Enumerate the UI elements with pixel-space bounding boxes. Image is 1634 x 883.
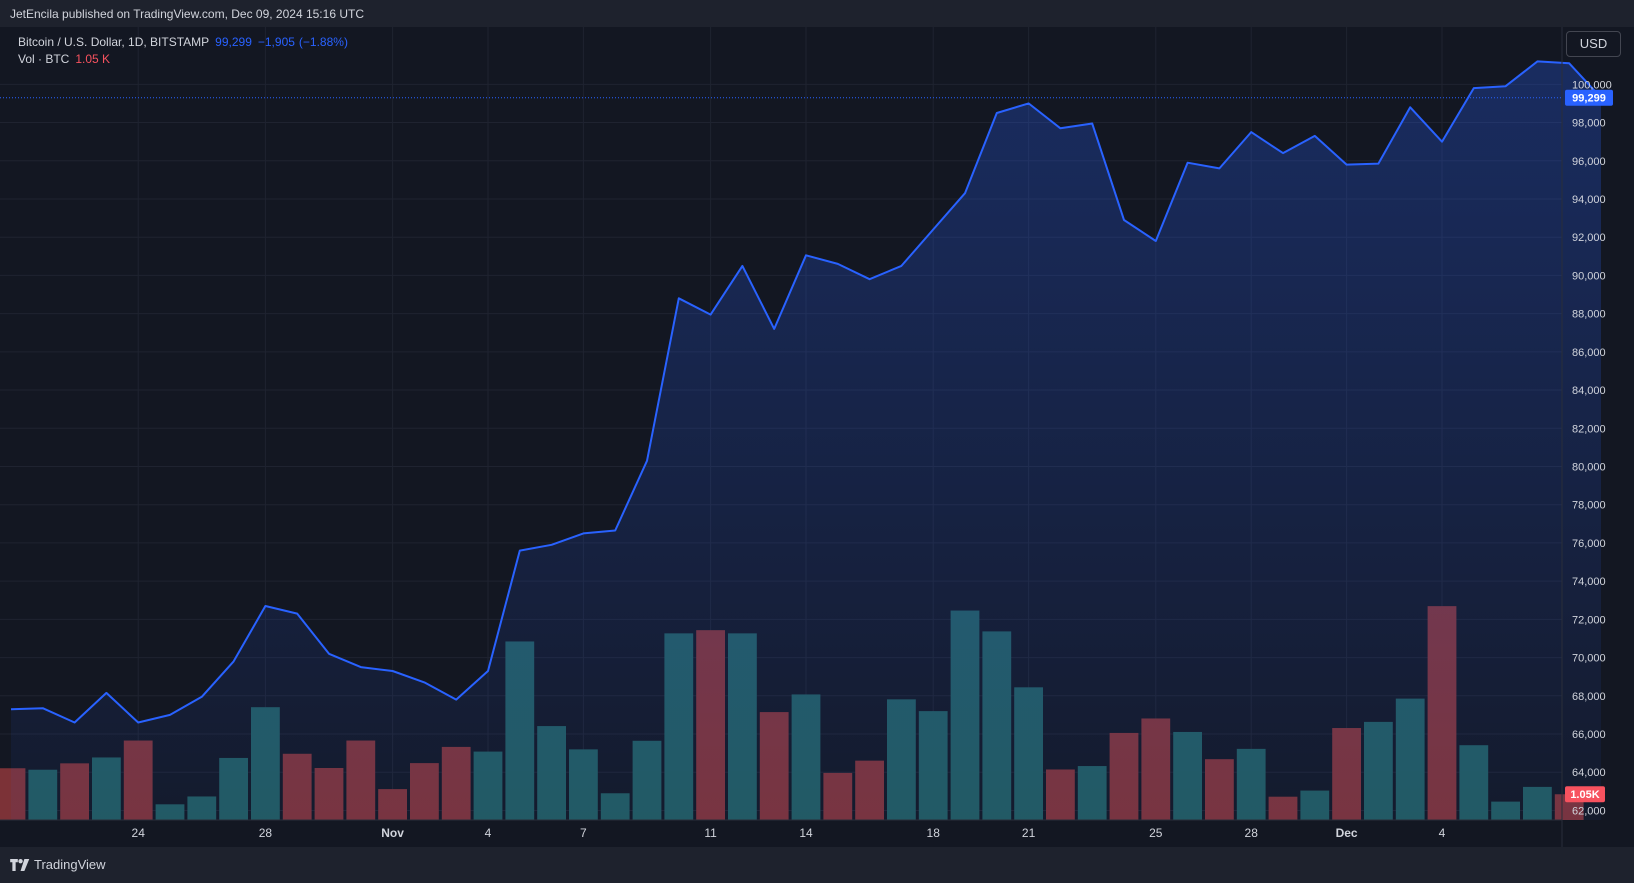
time-tick-label: Dec [1336,826,1358,840]
time-scale[interactable]: 24 28 Nov 4 7 11 14 18 21 25 28 Dec 4 [132,826,1446,840]
price-tick-label: 62,000 [1572,805,1606,817]
tradingview-logo[interactable]: TradingView [10,857,106,872]
time-tick-label: 28 [1245,826,1259,840]
price-tick-label: 92,000 [1572,232,1606,244]
time-tick-label: 28 [259,826,273,840]
price-badges: 99,299 1.05K [1565,89,1613,803]
publish-bar: JetEncila published on TradingView.com, … [0,0,1634,27]
time-tick-label: 11 [704,826,717,840]
time-tick-label: 7 [580,826,587,840]
price-tick-label: 64,000 [1572,767,1606,779]
price-line [10,60,1602,724]
price-tick-label: 78,000 [1572,500,1606,512]
symbol-row: Bitcoin / U.S. Dollar, 1D, BITSTAMP 99,29… [18,34,348,51]
price-tick-label: 76,000 [1572,538,1606,550]
last-price-badge [1565,89,1613,106]
price-scale[interactable]: 62,000 64,000 66,000 68,000 70,000 72,000 74,0… [1572,79,1612,817]
volume-value: 1.05 K [75,52,111,66]
price-tick-label: 86,000 [1572,347,1606,359]
tradingview-logo-icon [10,858,30,871]
price-tick-label: 82,000 [1572,423,1606,435]
price-tick-label: 88,000 [1572,309,1606,321]
change-percent: (−1.88%) [298,35,348,49]
price-tick-label: 94,000 [1572,194,1606,206]
currency-button[interactable]: USD [1566,31,1621,57]
footer-bar: TradingView [0,847,1634,883]
price-tick-label: 68,000 [1572,691,1606,703]
symbol-title[interactable]: Bitcoin / U.S. Dollar, 1D, BITSTAMP [18,35,210,49]
chart-panel[interactable]: 62,000 64,000 66,000 68,000 70,000 72,000 74,0… [0,27,1634,847]
price-tick-label: 66,000 [1572,729,1606,741]
chart-legend: Bitcoin / U.S. Dollar, 1D, BITSTAMP 99,29… [18,34,348,68]
time-tick-label: 4 [485,826,492,840]
time-tick-label: Nov [381,826,404,840]
price-tick-label: 70,000 [1572,653,1606,665]
change-value: −1,905 [257,35,295,49]
last-volume-badge-label: 1.05K [1570,789,1599,801]
last-value: 99,299 [215,35,252,49]
price-tick-label: 72,000 [1572,614,1606,626]
price-tick-label: 74,000 [1572,576,1606,588]
time-tick-label: 18 [927,826,941,840]
last-volume-badge [1565,786,1605,803]
time-tick-label: 24 [132,826,146,840]
price-tick-label: 100,000 [1572,79,1612,91]
time-tick-label: 21 [1022,826,1036,840]
tradingview-brand: TradingView [34,857,106,872]
price-area [11,61,1601,820]
time-tick-label: 14 [799,826,813,840]
publish-info: JetEncila published on TradingView.com, … [10,7,364,21]
price-tick-label: 96,000 [1572,156,1606,168]
time-tick-label: 25 [1149,826,1163,840]
price-tick-label: 80,000 [1572,461,1606,473]
price-tick-label: 84,000 [1572,385,1606,397]
volume-title[interactable]: Vol · BTC [18,52,70,66]
last-price-badge-label: 99,299 [1572,93,1606,105]
price-tick-label: 90,000 [1572,270,1606,282]
price-chart[interactable]: 62,000 64,000 66,000 68,000 70,000 72,000 74,0… [0,27,1634,847]
price-tick-label: 98,000 [1572,118,1606,130]
time-tick-label: 4 [1439,826,1446,840]
volume-row: Vol · BTC 1.05 K [18,51,348,68]
